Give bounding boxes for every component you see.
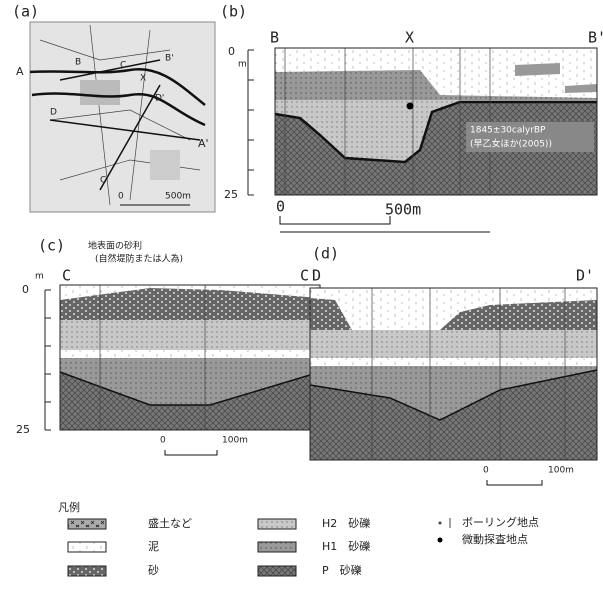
depth-label: 0	[228, 45, 235, 58]
map-block	[80, 80, 120, 105]
legend-label: P 砂礫	[322, 563, 362, 577]
legend: 凡例 盛土など 泥 砂 H2 砂礫 H1 砂礫 P 砂礫 ボーリング地点 微動探…	[58, 500, 539, 577]
map-label: A	[16, 65, 24, 78]
legend-swatch	[258, 542, 296, 552]
legend-label: 砂	[148, 564, 159, 577]
section-d: (d) D D' 0 100m	[310, 245, 597, 486]
annotation: 地表面の砂利	[88, 240, 142, 252]
panel-label: (a)	[12, 3, 39, 21]
section-b: (b) B X B' 1845±30calyrBP (早乙女ほか(2005)) …	[220, 3, 603, 233]
scale-label: 500m	[385, 201, 421, 219]
layer-h1	[515, 63, 560, 76]
section-end-label: D'	[576, 267, 594, 285]
section-end-label: C	[62, 267, 71, 285]
scale-bar	[280, 216, 390, 224]
scale-label: 100m	[222, 436, 248, 446]
map-label: D	[50, 108, 57, 118]
panel-label: (d)	[312, 245, 339, 263]
scale-bar	[165, 450, 217, 455]
legend-label: H1 砂礫	[322, 539, 370, 553]
map-label: D'	[155, 94, 164, 104]
legend-title: 凡例	[58, 500, 80, 514]
section-end-label: D	[312, 267, 321, 285]
scale-bar	[487, 480, 542, 485]
depth-ticks	[248, 50, 254, 195]
age-source: (早乙女ほか(2005))	[470, 138, 552, 150]
legend-symbol	[438, 538, 443, 543]
scale-label: 0	[118, 192, 124, 202]
scale-label: 500m	[165, 192, 191, 202]
map-label: A'	[198, 137, 209, 150]
legend-swatch	[258, 566, 296, 576]
legend-label: 微動探査地点	[462, 532, 528, 546]
depth-label: 0	[22, 283, 29, 296]
depth-unit: m	[238, 60, 247, 70]
depth-ticks	[45, 290, 51, 430]
section-c: (c) 地表面の砂利 (自然堤防または人為) C C' 0 m 25 0 100…	[16, 237, 320, 456]
depth-unit: m	[35, 272, 44, 282]
legend-label: H2 砂礫	[322, 516, 370, 530]
depth-label: 25	[224, 188, 238, 201]
legend-label: 泥	[148, 540, 159, 553]
survey-point	[407, 103, 414, 110]
map-label: X	[140, 74, 146, 84]
panel-label: (c)	[38, 237, 65, 255]
map-panel: (a) A A' D D' B B' C C' X 0 500m	[12, 3, 215, 213]
legend-swatch	[68, 519, 106, 529]
age-label: 1845±30calyrBP	[470, 126, 546, 136]
section-point-label: X	[405, 29, 414, 47]
section-end-label: B	[270, 29, 279, 47]
depth-label: 25	[16, 423, 30, 436]
legend-swatch	[68, 566, 106, 576]
map-label: B'	[165, 54, 174, 64]
scale-label: 0	[160, 436, 166, 446]
legend-swatch	[68, 542, 106, 552]
legend-symbol	[439, 522, 442, 525]
annotation: (自然堤防または人為)	[95, 253, 183, 265]
legend-swatch	[258, 519, 296, 529]
section-end-label: B'	[588, 29, 603, 47]
map-label: C'	[100, 176, 109, 186]
map-label: C	[120, 61, 126, 71]
legend-label: ボーリング地点	[462, 515, 539, 529]
legend-label: 盛土など	[148, 516, 192, 530]
scale-label: 0	[483, 466, 489, 476]
layer-h2	[310, 330, 597, 358]
layer-h2	[60, 320, 320, 350]
figure: (a) A A' D D' B B' C C' X 0 500m (b) B X…	[0, 0, 603, 593]
map-label: B	[75, 58, 81, 68]
scale-label: 0	[276, 198, 285, 216]
scale-label: 100m	[548, 466, 574, 476]
map-block	[150, 150, 180, 180]
panel-label: (b)	[220, 3, 247, 21]
